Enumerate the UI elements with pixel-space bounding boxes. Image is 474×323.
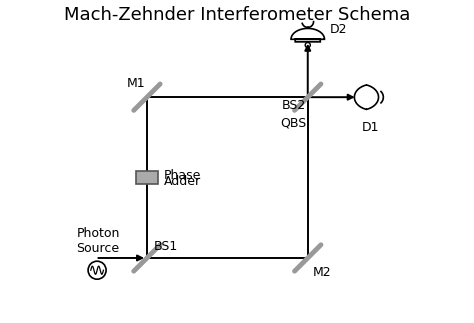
Polygon shape [291,28,325,42]
Text: Phase: Phase [164,169,201,182]
Text: QBS: QBS [280,117,306,130]
Text: Mach-Zehnder Interferometer Schema: Mach-Zehnder Interferometer Schema [64,5,410,24]
Text: D2: D2 [329,23,347,36]
Text: M1: M1 [127,77,146,90]
Text: D1: D1 [362,121,379,134]
Text: BS2: BS2 [282,99,306,112]
Text: M2: M2 [312,266,331,279]
Bar [136,172,158,184]
Polygon shape [355,85,379,109]
Text: Adder: Adder [164,175,201,188]
Text: BS1: BS1 [154,240,178,253]
Text: Photon: Photon [76,227,120,240]
Text: Source: Source [76,242,119,255]
